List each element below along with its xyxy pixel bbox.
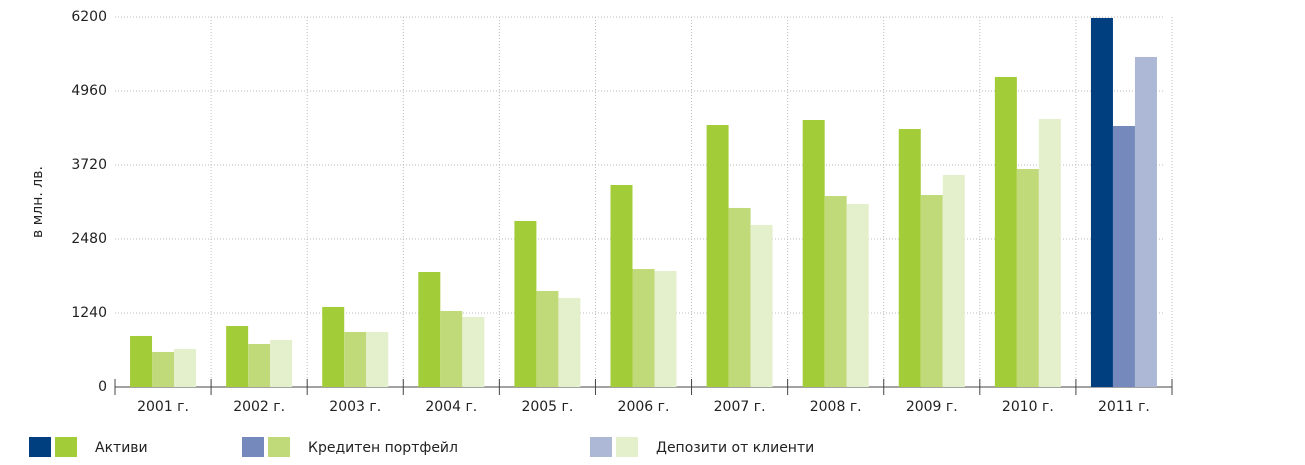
legend-swatch: [242, 437, 264, 457]
bar: [366, 331, 389, 387]
x-tick-label: 2003 г.: [329, 399, 381, 415]
y-tick-label: 4960: [71, 83, 107, 99]
bar: [1038, 118, 1061, 387]
bar: [942, 174, 965, 387]
legend-label: Кредитен портфейл: [308, 440, 458, 456]
bar: [610, 184, 633, 387]
bar: [920, 195, 943, 387]
legend-label: Депозити от клиенти: [656, 440, 814, 456]
y-tick-label: 6200: [71, 9, 107, 25]
bar: [558, 297, 581, 387]
y-tick-label: 3720: [71, 157, 107, 173]
bar: [728, 207, 751, 387]
bar: [654, 270, 677, 387]
bar: [322, 306, 345, 387]
x-tick-label: 2002 г.: [233, 399, 285, 415]
bar: [536, 290, 559, 387]
legend-swatch: [55, 437, 77, 457]
bar: [898, 129, 921, 387]
legend-swatch: [616, 437, 638, 457]
bar: [802, 120, 825, 387]
bar: [750, 224, 773, 387]
bar: [706, 125, 729, 388]
x-tick-label: 2001 г.: [137, 399, 189, 415]
y-axis-label: в млн. лв.: [30, 166, 46, 238]
x-tick-label: 2007 г.: [714, 399, 766, 415]
bar: [462, 316, 485, 387]
bar: [632, 269, 655, 387]
bar: [174, 348, 197, 387]
bar: [846, 203, 869, 387]
x-tick-label: 2006 г.: [618, 399, 670, 415]
bar: [226, 326, 249, 387]
bar: [152, 351, 175, 387]
legend-label: Активи: [95, 440, 148, 456]
bar: [248, 343, 271, 387]
bar: [514, 220, 537, 387]
bar: [1112, 125, 1135, 387]
bar: [994, 76, 1017, 388]
legend-swatch: [268, 437, 290, 457]
bar: [1090, 17, 1113, 388]
bar: [824, 196, 847, 387]
x-tick-label: 2008 г.: [810, 399, 862, 415]
y-tick-label: 2480: [71, 231, 107, 247]
bar: [270, 339, 293, 387]
x-tick-label: 2005 г.: [521, 399, 573, 415]
x-tick-label: 2011 г.: [1098, 399, 1150, 415]
bar: [130, 335, 153, 387]
bar: [344, 331, 367, 387]
y-tick-label: 1240: [71, 305, 107, 321]
legend-swatch: [590, 437, 612, 457]
legend-swatch: [29, 437, 51, 457]
bar: [440, 310, 463, 387]
x-tick-label: 2009 г.: [906, 399, 958, 415]
y-tick-label: 0: [98, 379, 107, 395]
bar: [418, 272, 441, 387]
bar: [1016, 168, 1039, 387]
bar: [1134, 56, 1157, 387]
x-tick-label: 2004 г.: [425, 399, 477, 415]
x-tick-label: 2010 г.: [1002, 399, 1054, 415]
